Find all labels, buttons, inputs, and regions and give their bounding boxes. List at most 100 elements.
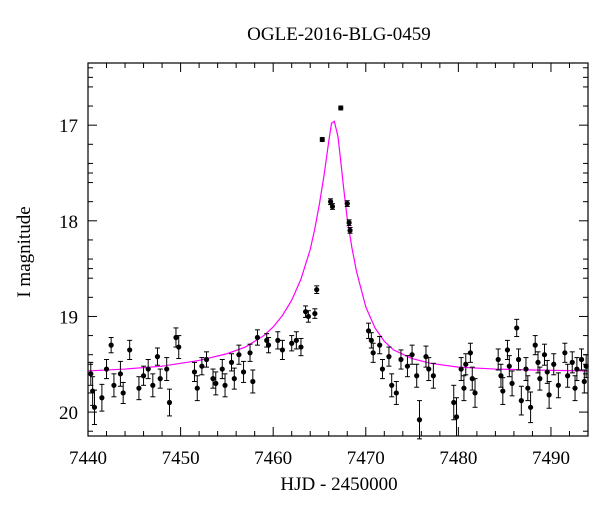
data-marker	[574, 366, 580, 372]
data-marker	[99, 395, 105, 401]
data-point	[154, 347, 161, 366]
data-point	[279, 339, 286, 360]
data-marker	[509, 380, 515, 386]
data-marker	[518, 398, 524, 404]
data-marker	[393, 390, 399, 396]
data-marker	[515, 356, 522, 363]
data-marker	[423, 354, 429, 360]
data-point	[231, 367, 237, 390]
data-marker	[254, 334, 261, 341]
data-marker	[117, 371, 124, 377]
data-point	[289, 335, 295, 352]
data-point	[514, 318, 520, 338]
y-axis-label: I magnitude	[14, 206, 35, 297]
data-marker	[555, 382, 561, 388]
data-point	[423, 345, 429, 368]
data-point	[551, 353, 557, 376]
data-point	[451, 384, 457, 421]
data-point	[562, 342, 568, 363]
data-marker	[203, 356, 210, 363]
data-point	[240, 360, 247, 383]
plot-frame	[87, 62, 589, 437]
data-marker	[231, 376, 237, 382]
x-tick-label: 7440	[69, 448, 107, 469]
data-point	[157, 368, 163, 389]
data-marker	[314, 287, 320, 293]
data-point	[495, 348, 501, 371]
data-marker	[458, 366, 464, 372]
data-marker	[414, 373, 420, 379]
data-marker	[500, 388, 506, 394]
data-marker	[127, 347, 133, 353]
data-marker	[535, 359, 541, 365]
data-point	[461, 375, 467, 402]
data-point	[254, 329, 261, 346]
data-point	[312, 308, 318, 319]
data-point	[565, 363, 571, 388]
data-point	[426, 357, 432, 382]
data-point	[293, 331, 299, 350]
data-point	[569, 351, 575, 374]
data-point	[88, 361, 94, 386]
data-marker	[219, 366, 225, 372]
data-marker	[469, 376, 475, 382]
data-point	[346, 219, 352, 227]
data-marker	[293, 337, 299, 343]
data-marker	[111, 382, 117, 388]
data-point	[347, 227, 353, 234]
data-marker	[370, 350, 376, 356]
data-point	[222, 373, 228, 398]
data-point	[210, 368, 216, 389]
data-marker	[344, 200, 350, 207]
data-marker	[523, 366, 529, 372]
data-marker	[546, 392, 552, 398]
data-marker	[581, 378, 587, 385]
data-point	[398, 349, 404, 370]
data-point	[99, 383, 105, 412]
data-point	[329, 203, 336, 210]
data-point	[509, 370, 515, 397]
chart-title: OGLE-2016-BLG-0459	[247, 24, 431, 45]
data-marker	[302, 309, 309, 315]
data-point	[500, 377, 506, 405]
data-marker	[506, 363, 512, 369]
data-point	[166, 388, 173, 417]
data-marker	[368, 337, 374, 343]
data-point	[203, 351, 210, 368]
data-marker	[173, 334, 179, 341]
data-marker	[338, 105, 344, 111]
data-marker	[176, 344, 182, 350]
data-marker	[140, 373, 147, 379]
data-marker	[279, 347, 286, 353]
data-marker	[498, 373, 504, 379]
data-point	[574, 357, 580, 382]
data-marker	[541, 352, 548, 358]
data-marker	[120, 390, 126, 396]
data-marker	[289, 340, 295, 346]
data-marker	[265, 342, 272, 348]
data-point	[525, 375, 531, 402]
data-marker	[532, 342, 538, 348]
data-point	[140, 365, 147, 386]
data-point	[298, 337, 304, 357]
data-marker	[164, 366, 170, 372]
x-tick-label: 7460	[254, 448, 292, 469]
data-point	[532, 335, 538, 356]
data-point	[176, 335, 182, 360]
data-point	[236, 344, 242, 365]
data-marker	[562, 350, 568, 356]
data-point	[379, 358, 386, 380]
data-point	[467, 342, 474, 363]
data-marker	[430, 373, 436, 379]
data-marker	[467, 350, 474, 356]
data-marker	[365, 328, 372, 334]
data-marker	[91, 404, 98, 410]
data-marker	[569, 359, 575, 365]
data-marker	[453, 414, 460, 420]
data-point	[91, 389, 98, 426]
x-tick-label: 7470	[347, 448, 385, 469]
data-marker	[298, 344, 304, 350]
data-marker	[409, 352, 415, 358]
y-tick-label: 20	[59, 403, 78, 424]
data-marker	[199, 363, 205, 369]
